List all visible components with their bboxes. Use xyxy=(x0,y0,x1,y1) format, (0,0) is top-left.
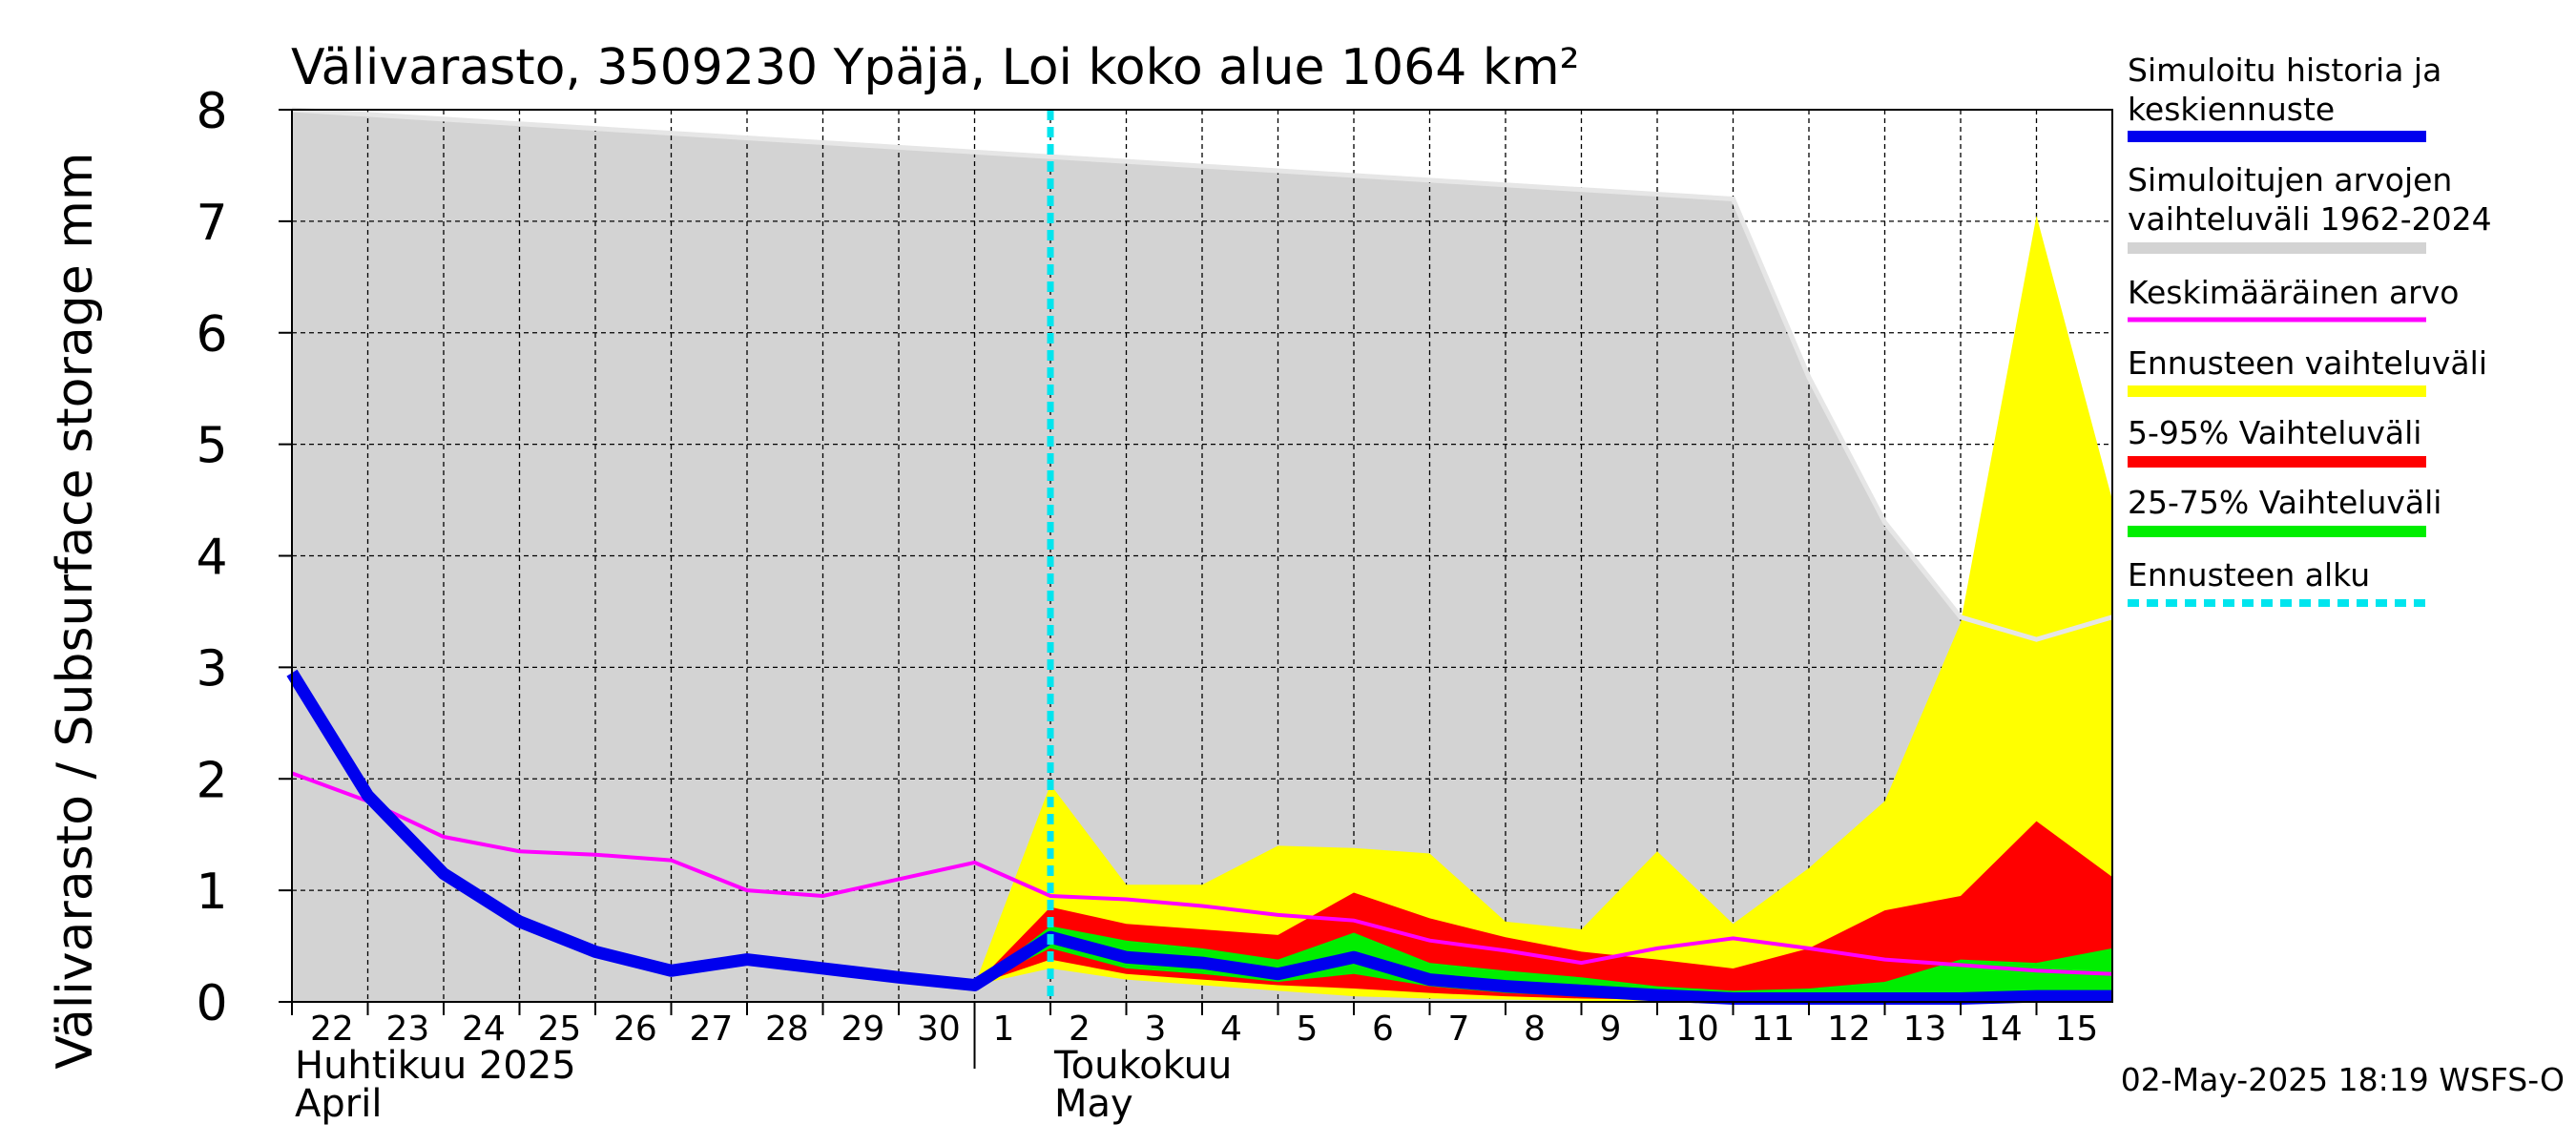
history-forecast-line xyxy=(286,669,2112,1005)
x-tick-label: 28 xyxy=(765,1010,809,1049)
x-tick-label: 23 xyxy=(386,1010,430,1049)
x-tick-label: 9 xyxy=(1600,1010,1622,1049)
x-axis-ticks: 22 23 24 25 26 27 28 29 30 1 2 3 4 5 6 7 8 9 10 11 12 13 14 15 xyxy=(291,1002,2099,1069)
x-tick-label: 10 xyxy=(1675,1010,1719,1049)
month-label-line2: April xyxy=(295,1082,382,1126)
y-tick-label: 8 xyxy=(196,83,227,140)
x-tick-label: 1 xyxy=(993,1010,1015,1049)
legend-label: Keskimääräinen arvo xyxy=(2128,274,2459,311)
mean-line xyxy=(291,771,2113,976)
x-tick-label: 11 xyxy=(1752,1010,1796,1049)
legend-label: Simuloitu historia ja xyxy=(2128,52,2441,89)
legend-label: 25-75% Vaihteluväli xyxy=(2128,484,2441,521)
y-tick-label: 0 xyxy=(196,975,227,1032)
y-axis-label: Välivarasto / Subsurface storage mm xyxy=(47,152,104,1069)
x-tick-label: 14 xyxy=(1979,1010,2023,1049)
legend-label: Ennusteen alku xyxy=(2128,556,2370,593)
y-tick-label: 2 xyxy=(196,752,227,809)
y-tick-label: 3 xyxy=(196,640,227,697)
y-tick-label: 5 xyxy=(196,418,227,475)
y-tick-label: 4 xyxy=(196,530,227,587)
x-tick-label: 5 xyxy=(1297,1010,1319,1049)
x-tick-label: 24 xyxy=(462,1010,506,1049)
historical-range-upper-line xyxy=(291,107,2113,642)
legend-label: 5-95% Vaihteluväli xyxy=(2128,414,2421,451)
legend-label: Simuloitujen arvojen xyxy=(2128,161,2452,198)
x-tick-label: 8 xyxy=(1524,1010,1546,1049)
x-tick-label: 3 xyxy=(1145,1010,1167,1049)
x-tick-label: 4 xyxy=(1220,1010,1242,1049)
x-tick-label: 15 xyxy=(2055,1010,2099,1049)
chart-title: Välivarasto, 3509230 Ypäjä, Loi koko alu… xyxy=(291,39,1579,96)
month-label-line2: May xyxy=(1054,1082,1133,1126)
plot-area xyxy=(286,107,2113,1005)
timestamp: 02-May-2025 18:19 WSFS-O xyxy=(2121,1061,2565,1098)
legend-label-line2: vaihteluväli 1962-2024 xyxy=(2128,200,2492,238)
month-label-line1: Toukokuu xyxy=(1053,1044,1232,1088)
y-axis-ticks: 0 1 2 3 4 5 6 7 8 xyxy=(196,83,292,1032)
lines-layer xyxy=(286,107,2113,1005)
x-tick-label: 29 xyxy=(841,1010,885,1049)
y-tick-label: 7 xyxy=(196,195,227,252)
x-tick-label: 27 xyxy=(690,1010,734,1049)
x-tick-label: 12 xyxy=(1827,1010,1871,1049)
x-tick-label: 30 xyxy=(917,1010,961,1049)
x-tick-label: 6 xyxy=(1372,1010,1394,1049)
grid-layer xyxy=(292,110,2112,1002)
y-tick-label: 6 xyxy=(196,306,227,364)
x-tick-label: 7 xyxy=(1448,1010,1470,1049)
month-label-line1: Huhtikuu 2025 xyxy=(295,1044,576,1088)
p5-95-band xyxy=(974,821,2112,1001)
x-tick-label: 2 xyxy=(1069,1010,1091,1049)
x-tick-label: 22 xyxy=(310,1010,354,1049)
y-tick-label: 1 xyxy=(196,864,227,921)
x-tick-label: 26 xyxy=(613,1010,657,1049)
x-tick-label: 25 xyxy=(538,1010,582,1049)
x-tick-label: 13 xyxy=(1903,1010,1947,1049)
legend-label: Ennusteen vaihteluväli xyxy=(2128,344,2487,382)
legend-label-line2: keskiennuste xyxy=(2128,91,2335,128)
